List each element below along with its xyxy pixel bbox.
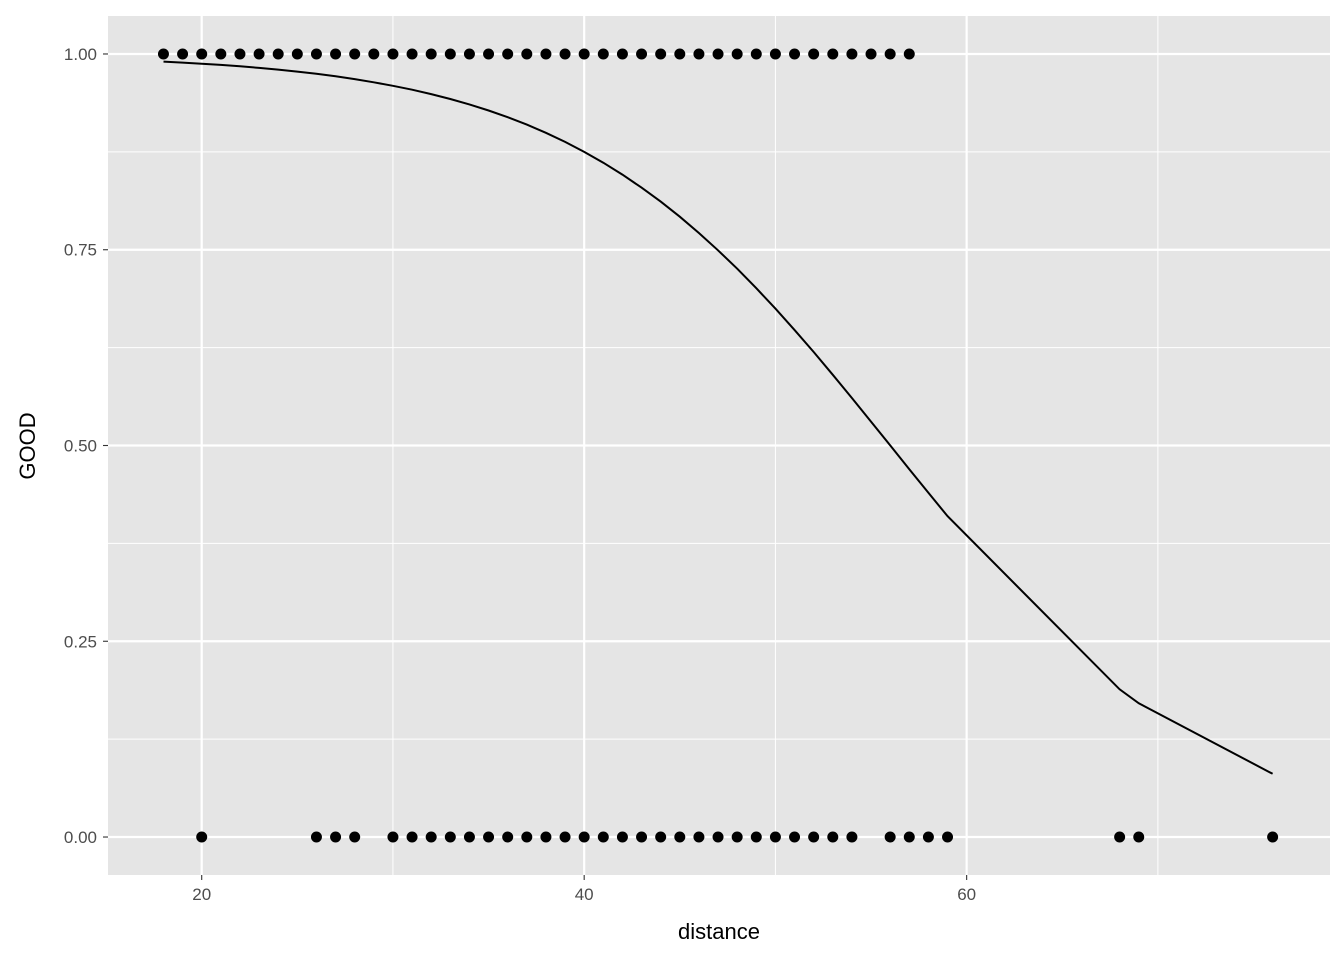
data-point — [655, 831, 667, 843]
data-point — [636, 48, 648, 60]
data-point — [827, 48, 839, 60]
data-point — [253, 48, 265, 60]
data-point — [597, 48, 609, 60]
data-point — [196, 831, 208, 843]
data-point — [750, 831, 762, 843]
data-point — [731, 48, 743, 60]
data-point — [750, 48, 762, 60]
data-point — [789, 831, 801, 843]
data-point — [674, 48, 686, 60]
data-point — [903, 831, 915, 843]
data-point — [693, 48, 705, 60]
x-tick-label: 40 — [575, 885, 594, 904]
data-point — [349, 48, 361, 60]
data-point — [808, 831, 820, 843]
data-point — [789, 48, 801, 60]
data-point — [769, 831, 781, 843]
data-point — [444, 48, 456, 60]
y-tick-label: 0.00 — [64, 828, 97, 847]
data-point — [425, 48, 437, 60]
data-point — [674, 831, 686, 843]
points — [157, 48, 1279, 843]
data-point — [597, 831, 609, 843]
data-point — [310, 831, 322, 843]
data-point — [406, 831, 418, 843]
data-point — [712, 48, 724, 60]
data-point — [712, 831, 724, 843]
data-point — [406, 48, 418, 60]
data-point — [655, 48, 667, 60]
data-point — [540, 48, 552, 60]
data-point — [234, 48, 246, 60]
data-point — [846, 831, 858, 843]
data-point — [578, 48, 590, 60]
data-point — [349, 831, 361, 843]
data-point — [215, 48, 227, 60]
data-point — [884, 48, 896, 60]
data-point — [1114, 831, 1126, 843]
data-point — [521, 48, 533, 60]
data-point — [463, 48, 475, 60]
data-point — [157, 48, 169, 60]
y-tick-label: 0.50 — [64, 437, 97, 456]
data-point — [368, 48, 380, 60]
data-point — [540, 831, 552, 843]
data-point — [444, 831, 456, 843]
data-point — [463, 831, 475, 843]
data-point — [425, 831, 437, 843]
data-point — [387, 48, 399, 60]
data-point — [483, 831, 495, 843]
fit-line-group — [163, 60, 1274, 775]
data-point — [330, 48, 342, 60]
data-point — [616, 831, 628, 843]
x-axis-title: distance — [678, 919, 760, 944]
data-point — [865, 48, 877, 60]
y-tick-label: 1.00 — [64, 45, 97, 64]
data-point — [387, 831, 399, 843]
data-point — [1133, 831, 1145, 843]
data-point — [310, 48, 322, 60]
data-point — [502, 48, 514, 60]
data-point — [1267, 831, 1279, 843]
data-point — [177, 48, 189, 60]
data-point — [942, 831, 954, 843]
data-point — [808, 48, 820, 60]
x-tick-label: 60 — [957, 885, 976, 904]
data-point — [769, 48, 781, 60]
data-point — [636, 831, 648, 843]
data-point — [559, 48, 571, 60]
data-point — [483, 48, 495, 60]
data-point — [559, 831, 571, 843]
y-axis-title: GOOD — [15, 412, 40, 479]
data-point — [884, 831, 896, 843]
data-point — [693, 831, 705, 843]
data-point — [616, 48, 628, 60]
y-tick-label: 0.25 — [64, 632, 97, 651]
data-point — [502, 831, 514, 843]
data-point — [922, 831, 934, 843]
fit-line — [163, 60, 1274, 775]
x-tick-label: 20 — [192, 885, 211, 904]
data-point — [827, 831, 839, 843]
data-point — [330, 831, 342, 843]
data-point — [731, 831, 743, 843]
axes: 20 40 60 0.00 0.25 0.50 0.75 1.00 — [64, 45, 976, 904]
data-point — [196, 48, 208, 60]
y-tick-label: 0.75 — [64, 241, 97, 260]
data-point — [903, 48, 915, 60]
data-point — [521, 831, 533, 843]
data-point — [272, 48, 284, 60]
data-point — [578, 831, 590, 843]
data-point — [291, 48, 303, 60]
data-point — [846, 48, 858, 60]
